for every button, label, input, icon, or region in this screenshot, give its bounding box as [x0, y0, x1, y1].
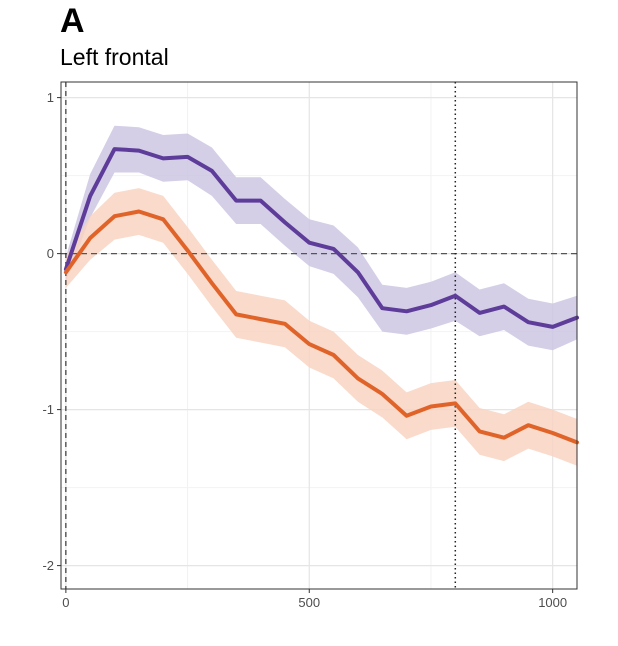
- series-lines: [63, 147, 579, 445]
- y-tick-label: 1: [47, 90, 54, 105]
- y-tick-label: -1: [42, 402, 54, 417]
- x-tick-label: 500: [298, 595, 320, 610]
- reference-lines: [61, 82, 577, 589]
- x-tick-label: 1000: [538, 595, 567, 610]
- y-tick-label: 0: [47, 246, 54, 261]
- chart-title: Left frontal: [60, 44, 169, 70]
- panel-letter: A: [60, 2, 85, 40]
- x-tick-label: 0: [62, 595, 69, 610]
- y-tick-label: -2: [42, 558, 54, 573]
- plot-border: [60, 81, 578, 590]
- confidence-ribbons: [65, 125, 578, 466]
- series-line-2: [63, 209, 579, 445]
- axis-ticks: 0 500 1000 1 0 -1 -2: [42, 90, 567, 610]
- confidence-ribbon-1: [65, 125, 578, 351]
- series-line-1: [63, 147, 579, 329]
